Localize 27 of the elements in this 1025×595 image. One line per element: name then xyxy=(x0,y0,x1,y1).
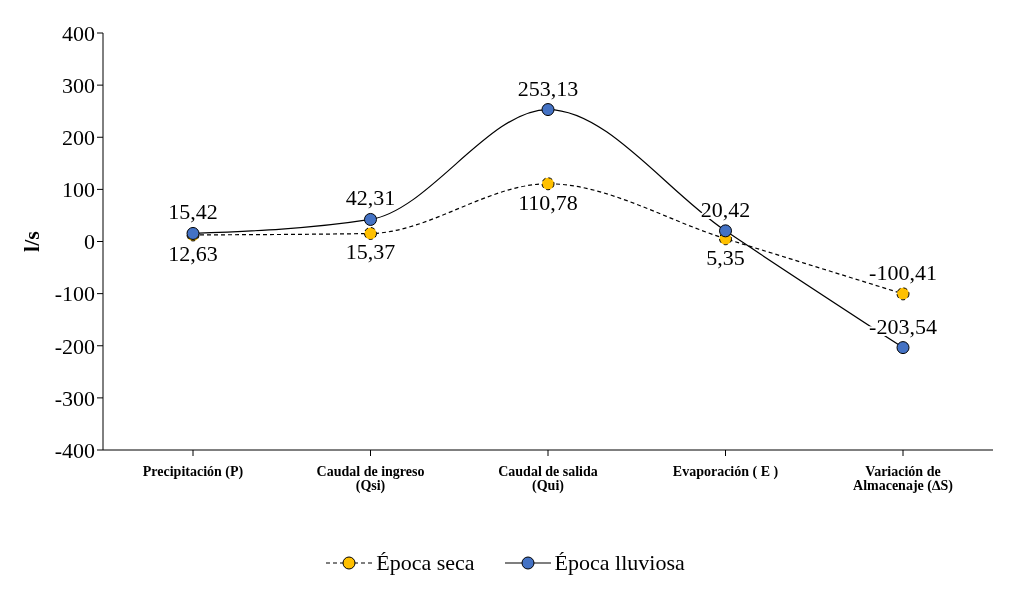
x-tick-label: Variación de Almacenaje (∆S) xyxy=(853,463,954,494)
legend-label: Época seca xyxy=(376,550,475,576)
data-label: -203,54 xyxy=(869,313,937,339)
y-tick-label: -100 xyxy=(54,281,95,307)
y-tick-label: 100 xyxy=(62,177,95,203)
data-label: 110,78 xyxy=(518,189,578,215)
y-tick-label: 0 xyxy=(84,229,95,255)
data-label: 5,35 xyxy=(706,244,745,270)
data-label: 12,63 xyxy=(168,240,218,266)
legend-label: Época lluviosa xyxy=(554,550,685,576)
y-tick-label: -200 xyxy=(54,333,95,359)
y-tick-label: -400 xyxy=(54,437,95,463)
y-tick-label: 200 xyxy=(62,125,95,151)
data-label: 253,13 xyxy=(517,75,579,101)
y-tick-label: 400 xyxy=(62,20,95,46)
y-tick-label: -300 xyxy=(54,385,95,411)
data-label: 15,37 xyxy=(345,239,396,265)
data-label: 15,42 xyxy=(168,199,218,225)
x-tick-label: Caudal de salida (Qui) xyxy=(498,463,598,494)
x-tick-label: Evaporación ( E ) xyxy=(672,463,779,480)
data-label: 20,42 xyxy=(700,196,751,222)
data-label: 42,31 xyxy=(345,185,396,211)
y-axis-title: l/s xyxy=(18,230,44,252)
x-tick-label: Caudal de ingreso (Qsi) xyxy=(316,463,425,494)
y-tick-label: 300 xyxy=(62,72,95,98)
data-label: -100,41 xyxy=(869,259,937,285)
x-tick-label: Precipitación (P) xyxy=(142,463,244,480)
